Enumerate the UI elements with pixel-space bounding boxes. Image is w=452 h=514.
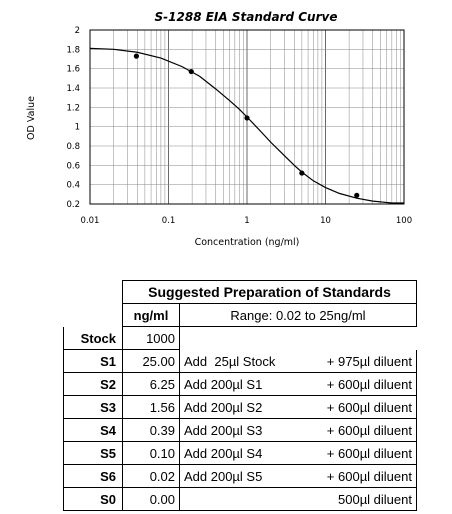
table-row: S1 25.00 Add 25µl Stock + 975µl diluent [63,349,417,373]
row-label: S3 [63,395,123,419]
row-label: S4 [63,418,123,442]
x-tick-label: 10 [320,216,331,226]
row-conc: 0.10 [122,441,180,465]
plot-frame [89,29,405,205]
row-preparation: Add 200µl S3 + 600µl diluent [179,418,417,442]
row-add-step: Add 25µl Stock [184,353,276,369]
row-diluent: + 975µl diluent [326,353,412,369]
x-tick-label: 1 [244,216,249,226]
y-tick-label: 1.2 [66,103,80,113]
row-conc: 0.39 [122,418,180,442]
row-add-step: Add 200µl S4 [184,445,263,461]
row-conc: 0.00 [122,487,180,511]
row-preparation: Add 25µl Stock + 975µl diluent [179,349,417,373]
y-tick-label: 1.6 [66,65,80,75]
table-row: S5 0.10 Add 200µl S4 + 600µl diluent [63,441,417,465]
y-tick-label: 0.8 [66,142,80,152]
table-corner [63,280,123,304]
row-label: S1 [63,349,123,373]
table-row: S2 6.25 Add 200µl S1 + 600µl diluent [63,372,417,396]
y-tick-label: 0.2 [66,200,80,210]
y-tick-label: 1.8 [66,45,80,55]
row-conc: 1000 [122,326,180,350]
row-label: S0 [63,487,123,511]
row-diluent: + 600µl diluent [326,422,412,438]
row-diluent: + 600µl diluent [326,376,412,392]
row-preparation: Add 200µl S2 + 600µl diluent [179,395,417,419]
preparation-table: Suggested Preparation of Standards ng/ml… [63,280,417,511]
y-tick-label: 0.4 [66,181,80,191]
row-label: S6 [63,464,123,488]
table-row: S0 0.00 500µl diluent [63,487,417,511]
x-tick-labels: 0.01 0.1 1 10 100 [81,216,413,226]
data-point [133,53,139,59]
table-row: S6 0.02 Add 200µl S5 + 600µl diluent [63,464,417,488]
row-diluent: + 600µl diluent [326,468,412,484]
row-preparation: Add 200µl S4 + 600µl diluent [179,441,417,465]
data-points [133,53,360,198]
row-label: S2 [63,372,123,396]
range-header: Range: 0.02 to 25ng/ml [179,303,417,327]
y-tick-label: 2 [75,26,80,36]
y-axis-label: OD Value [26,96,37,140]
row-conc: 25.00 [122,349,180,373]
row-add-step: Add 200µl S5 [184,468,263,484]
header-spacer [63,303,123,327]
x-tick-label: 0.01 [81,216,100,226]
data-point [354,192,360,198]
x-tick-label: 100 [396,216,412,226]
col-unit-header: ng/ml [122,303,180,327]
row-conc: 0.02 [122,464,180,488]
row-preparation: 500µl diluent [179,487,417,511]
row-add-step: Add 200µl S2 [184,399,263,415]
table-row: S3 1.56 Add 200µl S2 + 600µl diluent [63,395,417,419]
row-preparation: Add 200µl S5 + 600µl diluent [179,464,417,488]
y-tick-label: 1.4 [66,84,80,94]
row-label: Stock [63,326,123,350]
row-diluent: 500µl diluent [338,491,412,507]
data-point [299,170,305,176]
table-title: Suggested Preparation of Standards [122,280,417,304]
data-point [244,115,250,121]
chart-title: S-1288 EIA Standard Curve [155,10,338,24]
row-label: S5 [63,441,123,465]
x-axis-label: Concentration (ng/ml) [195,237,300,248]
row-preparation: Add 200µl S1 + 600µl diluent [179,372,417,396]
row-conc: 6.25 [122,372,180,396]
row-blank [180,327,417,350]
row-add-step: Add 200µl S1 [184,376,263,392]
table-row: S4 0.39 Add 200µl S3 + 600µl diluent [63,418,417,442]
x-tick-label: 0.1 [162,216,176,226]
y-tick-labels: 0.2 0.4 0.6 0.8 1 1.2 1.4 1.6 1.8 2 [66,26,80,210]
standard-curve-chart: S-1288 EIA Standard Curve 0.2 0.4 0.6 0.8 1 1… [26,10,413,248]
y-tick-label: 0.6 [66,161,80,171]
row-conc: 1.56 [122,395,180,419]
table-row: Stock 1000 [63,326,417,350]
row-diluent: + 600µl diluent [326,445,412,461]
data-point [188,68,194,75]
y-tick-label: 1 [75,123,80,133]
row-add-step: Add 200µl S3 [184,422,263,438]
row-diluent: + 600µl diluent [326,399,412,415]
fit-curve-line [89,47,404,204]
